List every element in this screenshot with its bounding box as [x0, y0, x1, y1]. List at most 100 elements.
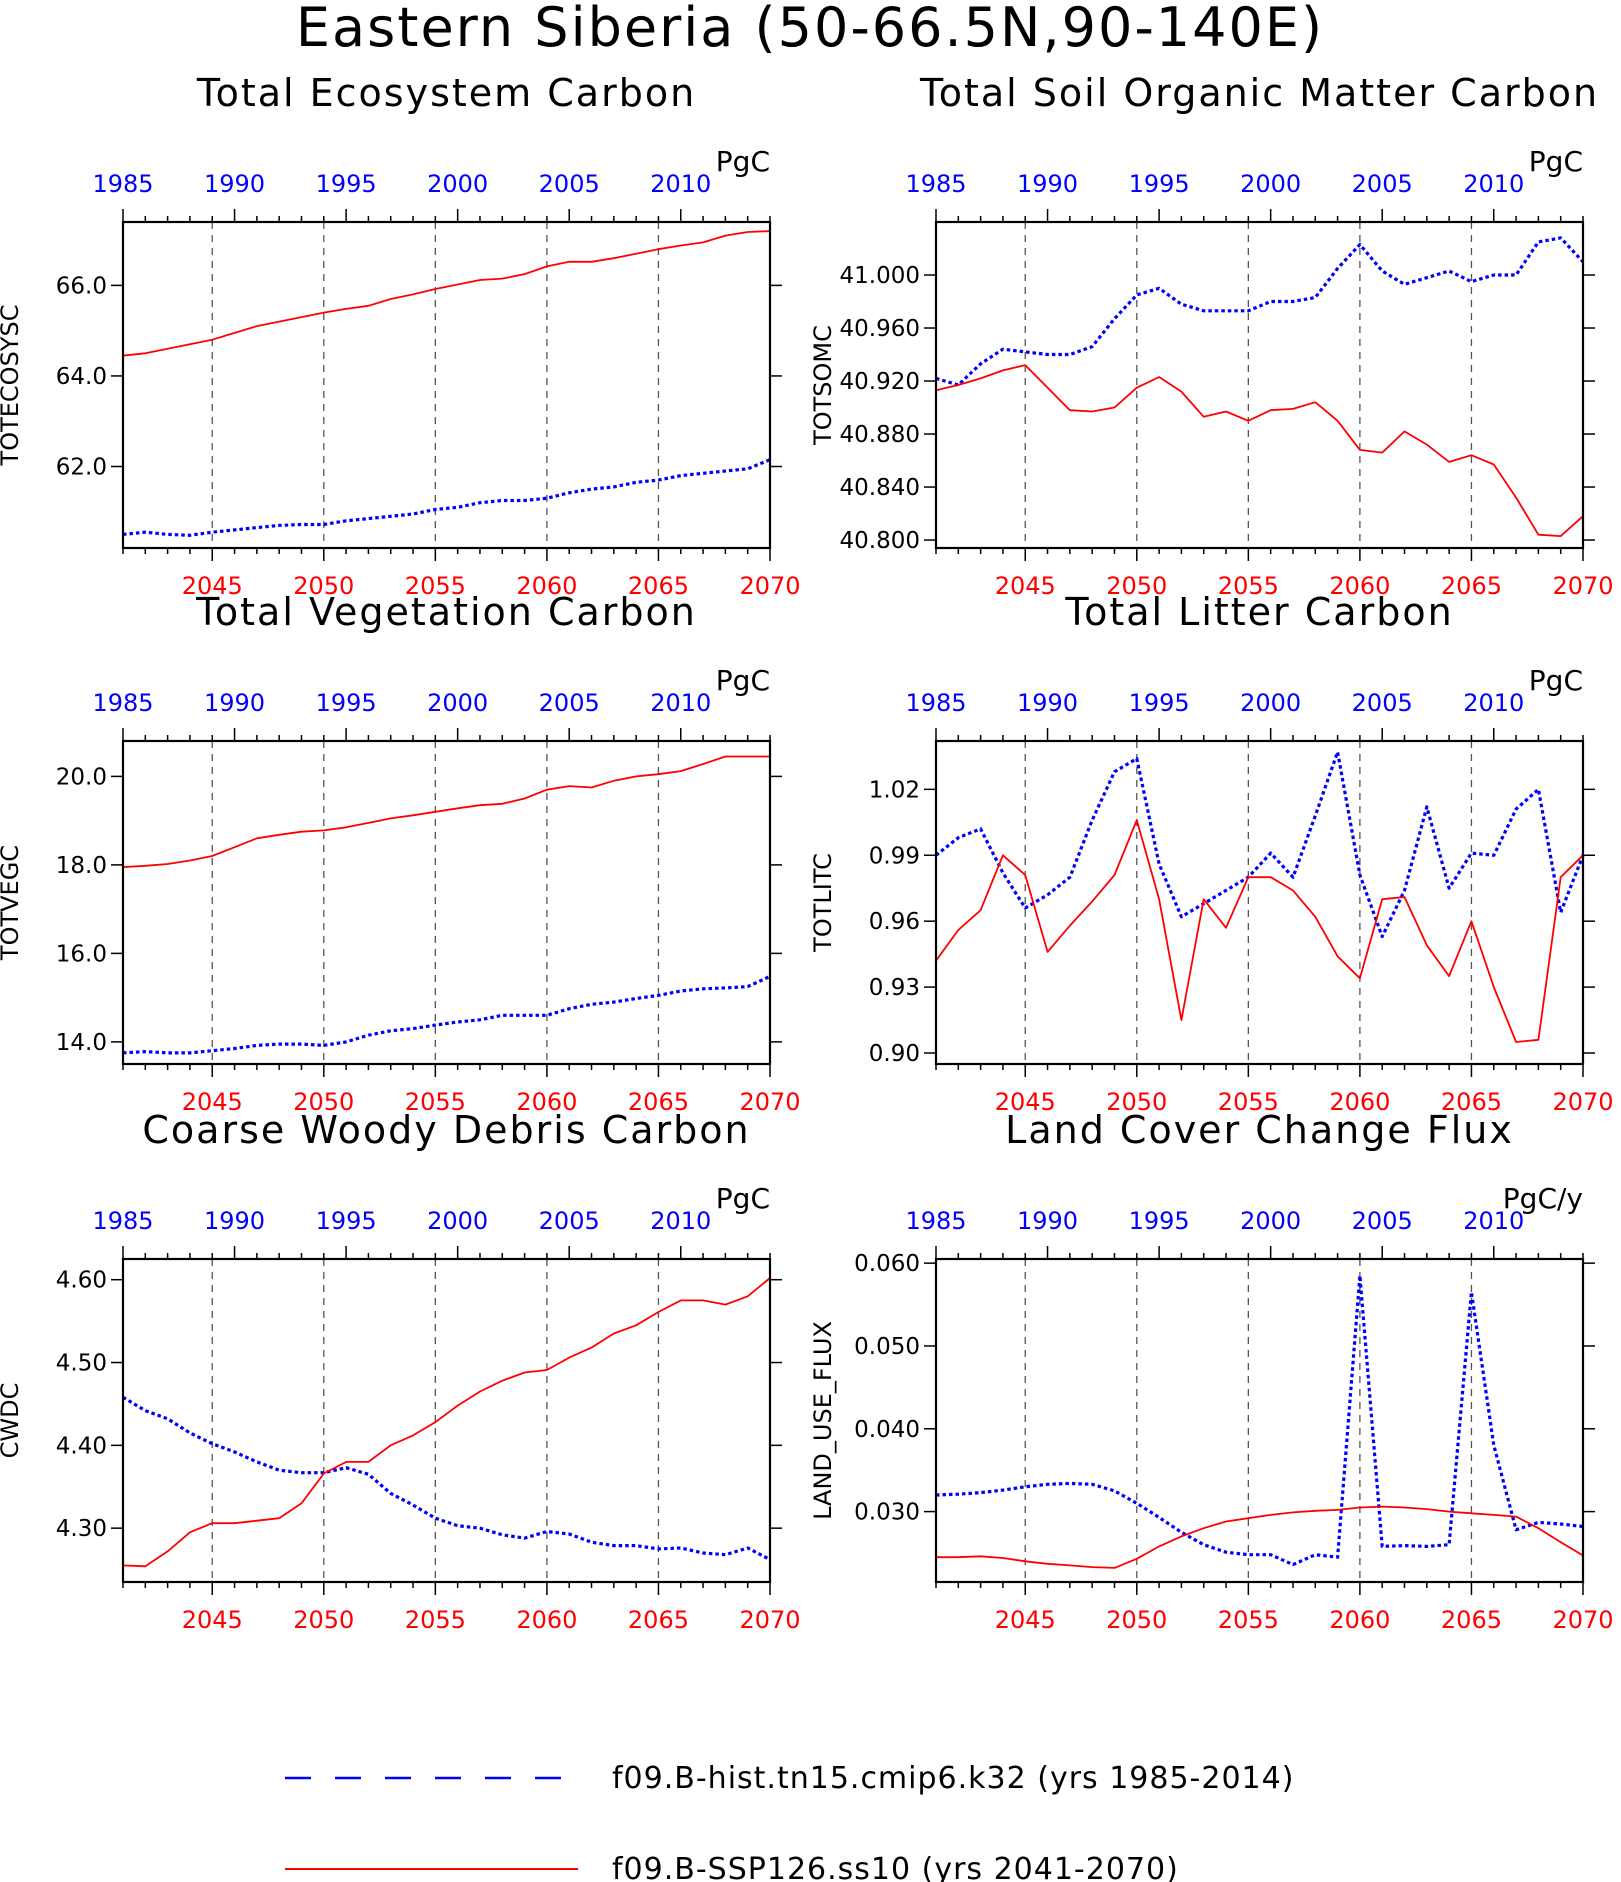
x-bottom-tick-label: 2060: [1329, 1606, 1390, 1634]
x-top-tick-label: 1990: [204, 689, 265, 717]
x-bottom-tick-label: 2060: [516, 1088, 577, 1116]
x-top-tick-label: 1990: [1017, 170, 1078, 198]
x-top-tick-label: 1985: [92, 1207, 153, 1235]
x-top-tick-label: 2010: [1463, 170, 1524, 198]
x-bottom-tick-label: 2065: [628, 1088, 689, 1116]
plot-frame: [121, 1257, 772, 1584]
y-tick-label: 64.0: [56, 364, 107, 390]
panel-title: Total Vegetation Carbon: [195, 590, 697, 634]
x-top-tick-label: 2000: [1240, 689, 1301, 717]
y-tick-label: 4.30: [56, 1516, 107, 1542]
x-top-tick-label: 2010: [650, 170, 711, 198]
x-bottom-tick-label: 2045: [182, 572, 243, 600]
series-ssp-line: [122, 230, 771, 357]
x-bottom-tick-label: 2070: [739, 1606, 800, 1634]
x-bottom-tick-label: 2060: [1329, 572, 1390, 600]
x-bottom-tick-label: 2045: [995, 572, 1056, 600]
plot-frame: [934, 739, 1585, 1066]
y-axis-label: TOTSOMC: [809, 325, 837, 446]
plot-frame: [121, 739, 772, 1066]
x-top-tick-label: 1985: [905, 1207, 966, 1235]
x-bottom-tick-label: 2050: [1106, 1088, 1167, 1116]
series-hist-line: [935, 1273, 1584, 1567]
x-bottom-tick-label: 2050: [293, 1606, 354, 1634]
y-tick-label: 40.840: [840, 475, 920, 501]
x-top-tick-label: 1985: [905, 170, 966, 198]
legend-label-hist: f09.B-hist.tn15.cmip6.k32 (yrs 1985-2014…: [612, 1761, 1294, 1796]
x-bottom-tick-label: 2045: [995, 1606, 1056, 1634]
y-tick-label: 4.60: [56, 1268, 107, 1294]
y-tick-label: 0.060: [854, 1251, 920, 1277]
x-bottom-tick-label: 2070: [1552, 1606, 1613, 1634]
series-ssp-line: [936, 1505, 1584, 1569]
y-axis-label: TOTLITC: [809, 853, 837, 953]
x-bottom-tick-label: 2060: [1329, 1088, 1390, 1116]
x-bottom-tick-label: 2070: [739, 572, 800, 600]
y-axis-label: LAND_USE_FLUX: [809, 1321, 837, 1520]
x-top-tick-label: 2000: [427, 1207, 488, 1235]
y-tick-label: 20.0: [56, 764, 107, 790]
y-tick-label: 1.02: [869, 777, 920, 803]
legend-label-ssp: f09.B-SSP126.ss10 (yrs 2041-2070): [612, 1852, 1179, 1882]
x-bottom-tick-label: 2045: [182, 1088, 243, 1116]
series-hist-line: [122, 974, 771, 1055]
x-top-tick-label: 1985: [92, 689, 153, 717]
x-bottom-tick-label: 2055: [1218, 572, 1279, 600]
x-bottom-tick-label: 2070: [1552, 1088, 1613, 1116]
series-ssp-line: [122, 755, 770, 868]
x-top-tick-label: 2005: [539, 170, 600, 198]
x-bottom-tick-label: 2065: [628, 572, 689, 600]
x-top-tick-label: 1995: [316, 170, 377, 198]
y-tick-label: 0.99: [869, 843, 920, 869]
units-label: PgC: [716, 145, 770, 178]
x-top-tick-label: 1985: [905, 689, 966, 717]
x-bottom-tick-label: 2055: [405, 1606, 466, 1634]
x-top-tick-label: 1995: [1129, 1207, 1190, 1235]
series-hist-line: [935, 750, 1585, 939]
figure-title: Eastern Siberia (50-66.5N,90-140E): [296, 0, 1324, 59]
y-tick-label: 40.800: [840, 528, 920, 554]
y-tick-label: 40.920: [840, 369, 920, 395]
x-bottom-tick-label: 2055: [1218, 1606, 1279, 1634]
y-tick-label: 0.96: [869, 909, 920, 935]
units-label: PgC: [716, 664, 770, 697]
x-bottom-tick-label: 2065: [1441, 572, 1502, 600]
panel-4: Total Litter Carbon PgC TOTLITC 2045 2050 205…: [809, 590, 1614, 1116]
x-bottom-tick-label: 2050: [293, 1088, 354, 1116]
y-tick-label: 0.93: [869, 975, 920, 1001]
x-top-tick-label: 2000: [1240, 170, 1301, 198]
panel-5: Coarse Woody Debris Carbon PgC CWDC 2045 205…: [0, 1108, 801, 1634]
panel-2: Total Soil Organic Matter Carbon PgC TOTSO…: [809, 71, 1614, 600]
plot-frame: [934, 1257, 1585, 1584]
x-top-tick-label: 1990: [204, 170, 265, 198]
y-tick-label: 4.50: [56, 1351, 107, 1377]
x-top-tick-label: 2010: [650, 689, 711, 717]
x-top-tick-label: 1990: [1017, 1207, 1078, 1235]
x-top-tick-label: 2000: [1240, 1207, 1301, 1235]
x-bottom-tick-label: 2050: [1106, 1606, 1167, 1634]
x-top-tick-label: 1990: [204, 1207, 265, 1235]
y-axis-label: TOTECOSYSC: [0, 305, 24, 467]
plot-frame: [121, 220, 772, 550]
x-top-tick-label: 2010: [1463, 689, 1524, 717]
series-ssp-line: [935, 819, 1584, 1043]
panel-title: Total Soil Organic Matter Carbon: [919, 71, 1599, 115]
x-bottom-tick-label: 2070: [1552, 572, 1613, 600]
x-top-tick-label: 2000: [427, 689, 488, 717]
x-bottom-tick-label: 2045: [182, 1606, 243, 1634]
y-axis-label: TOTVEGC: [0, 845, 24, 961]
x-top-tick-label: 2005: [1352, 170, 1413, 198]
y-tick-label: 41.000: [840, 263, 920, 289]
y-tick-label: 18.0: [56, 853, 107, 879]
panel-title: Land Cover Change Flux: [1005, 1108, 1514, 1152]
x-bottom-tick-label: 2055: [405, 1088, 466, 1116]
y-tick-label: 40.960: [840, 316, 920, 342]
units-label: PgC: [1529, 664, 1583, 697]
units-label: PgC: [716, 1182, 770, 1215]
series-hist-line: [122, 458, 771, 537]
x-bottom-tick-label: 2055: [405, 572, 466, 600]
x-top-tick-label: 1995: [316, 1207, 377, 1235]
panel-3: Total Vegetation Carbon PgC TOTVEGC 2045 205…: [0, 590, 801, 1116]
legend: f09.B-hist.tn15.cmip6.k32 (yrs 1985-2014…: [285, 1761, 1294, 1882]
